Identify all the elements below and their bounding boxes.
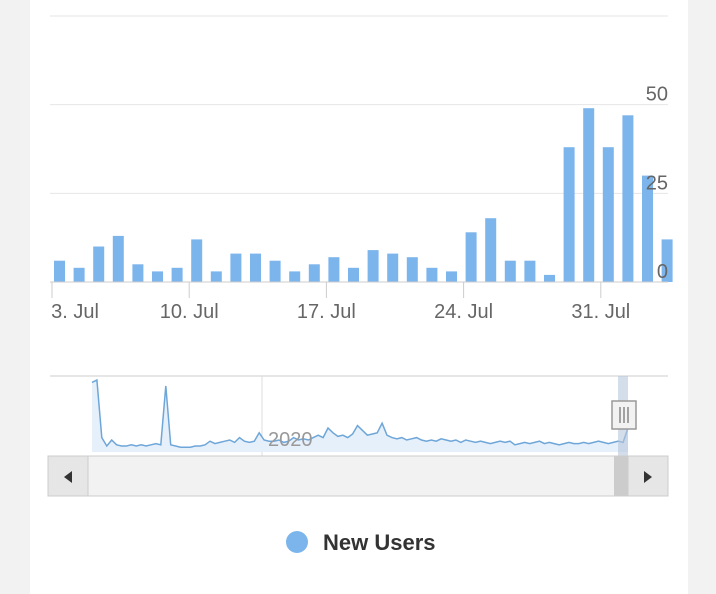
bar[interactable] bbox=[289, 271, 301, 282]
navigator-line bbox=[91, 378, 629, 448]
x-tick-label: 10. Jul bbox=[160, 301, 219, 323]
navigator[interactable]: 2020 bbox=[50, 375, 668, 456]
scrollbar[interactable] bbox=[47, 455, 669, 497]
bar[interactable] bbox=[426, 267, 438, 282]
x-tick-label: 24. Jul bbox=[434, 301, 493, 323]
y-tick-label: 50 bbox=[646, 84, 668, 106]
bar[interactable] bbox=[524, 260, 536, 282]
y-tick-label: 25 bbox=[646, 172, 668, 194]
bar[interactable] bbox=[112, 235, 124, 282]
y-axis-ticks: 0 25 50 bbox=[646, 84, 668, 283]
bar[interactable] bbox=[622, 115, 634, 282]
chart-card: 3. Jul 10. Jul 17. Jul 24. Jul 31. Jul 0 25 50… bbox=[30, 0, 688, 594]
bar[interactable] bbox=[73, 267, 85, 282]
bar[interactable] bbox=[210, 271, 222, 282]
bar[interactable] bbox=[93, 246, 105, 283]
scrollbar-thumb[interactable] bbox=[614, 456, 628, 496]
grid-lines bbox=[50, 15, 668, 283]
bar[interactable] bbox=[485, 218, 497, 282]
navigator-year-label: 2020 bbox=[268, 429, 313, 451]
bar[interactable] bbox=[544, 274, 555, 282]
bar[interactable] bbox=[191, 239, 203, 282]
bar[interactable] bbox=[171, 267, 183, 282]
bar[interactable] bbox=[504, 260, 516, 282]
bar[interactable] bbox=[308, 264, 320, 282]
bar-series bbox=[54, 108, 673, 282]
bar[interactable] bbox=[583, 108, 595, 282]
bar[interactable] bbox=[446, 271, 457, 282]
scrollbar-track[interactable] bbox=[47, 455, 669, 497]
bar[interactable] bbox=[54, 260, 65, 282]
legend[interactable]: New Users bbox=[286, 530, 436, 555]
right-arrow-icon bbox=[644, 471, 652, 483]
x-tick-label: 31. Jul bbox=[571, 301, 630, 323]
left-arrow-icon bbox=[64, 471, 72, 483]
bar[interactable] bbox=[152, 271, 163, 282]
bar[interactable] bbox=[269, 260, 281, 282]
bar[interactable] bbox=[367, 250, 379, 282]
x-tick-label: 17. Jul bbox=[297, 301, 356, 323]
x-tick-label: 3. Jul bbox=[51, 301, 99, 323]
bar[interactable] bbox=[465, 232, 477, 282]
legend-marker bbox=[286, 531, 308, 553]
chart-svg: 3. Jul 10. Jul 17. Jul 24. Jul 31. Jul 0 25 50… bbox=[47, 15, 673, 555]
bar[interactable] bbox=[406, 257, 418, 282]
bar[interactable] bbox=[642, 175, 653, 282]
bar[interactable] bbox=[328, 257, 340, 282]
y-tick-label: 0 bbox=[657, 261, 668, 283]
bar[interactable] bbox=[230, 253, 242, 282]
navigator-area bbox=[92, 380, 628, 452]
bar[interactable] bbox=[563, 147, 575, 282]
x-axis-ticks: 3. Jul 10. Jul 17. Jul 24. Jul 31. Jul bbox=[51, 282, 630, 323]
bar[interactable] bbox=[250, 253, 261, 282]
bar[interactable] bbox=[602, 147, 614, 282]
bar[interactable] bbox=[387, 253, 399, 282]
legend-label: New Users bbox=[323, 530, 436, 555]
bar[interactable] bbox=[132, 264, 144, 282]
bar[interactable] bbox=[661, 239, 673, 282]
navigator-handle[interactable] bbox=[611, 400, 637, 430]
bar[interactable] bbox=[348, 267, 359, 282]
